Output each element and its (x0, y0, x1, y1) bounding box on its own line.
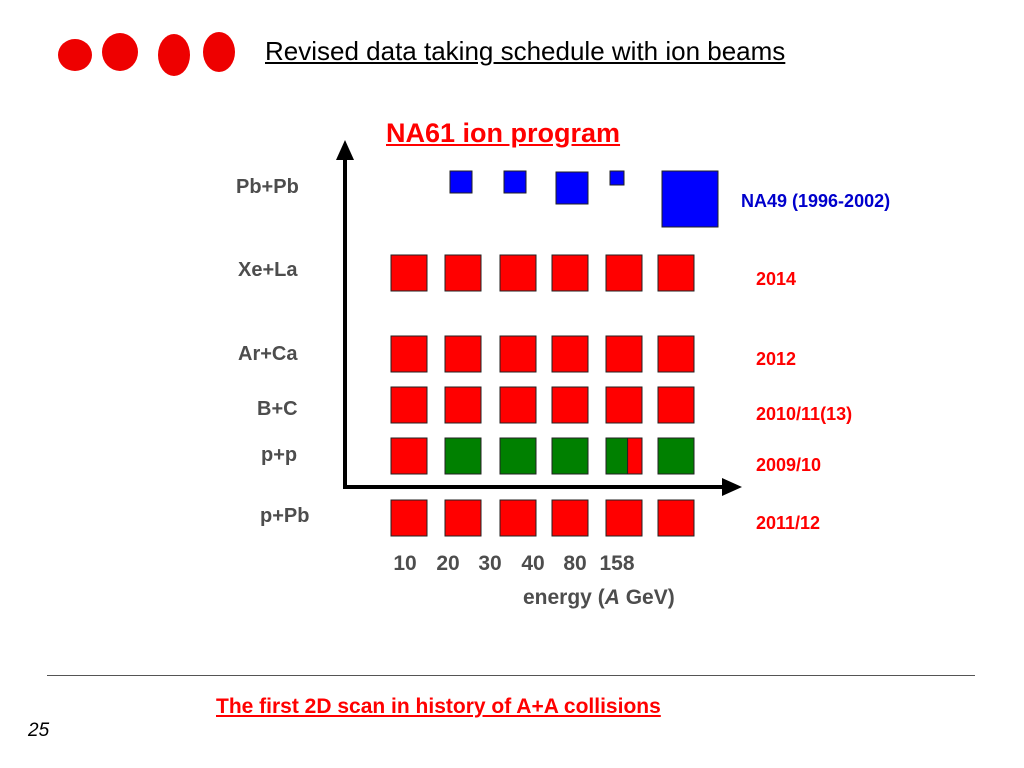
logo-dot (102, 33, 138, 71)
data-square-pp (390, 437, 428, 475)
energy-tick: 20 (436, 552, 460, 575)
energy-tick: 40 (521, 552, 545, 575)
data-square-xela (444, 254, 482, 292)
logo-dot (158, 34, 190, 76)
data-square-arca (444, 335, 482, 373)
data-square-pp (499, 437, 537, 475)
row-label-pbpb: Pb+Pb (236, 176, 299, 198)
data-square-ppb (390, 499, 428, 537)
data-square-pbpb (661, 170, 719, 228)
data-square-pp (627, 437, 643, 475)
data-square-xela (551, 254, 589, 292)
chart-marks (390, 170, 719, 537)
data-square-bc (551, 386, 589, 424)
page-number: 25 (28, 720, 50, 741)
x-axis-label-var: A (604, 586, 620, 609)
data-square-bc (499, 386, 537, 424)
data-square-ppb (444, 499, 482, 537)
data-square-xela (657, 254, 695, 292)
data-square-bc (390, 386, 428, 424)
data-square-pp (444, 437, 482, 475)
data-square-xela (605, 254, 643, 292)
year-label-arca: 2012 (756, 349, 797, 369)
x-axis-arrow (722, 478, 742, 496)
data-square-pbpb (503, 170, 527, 194)
data-square-ppb (499, 499, 537, 537)
year-label-ppb: 2011/12 (756, 513, 821, 533)
data-square-arca (605, 335, 643, 373)
energy-tick: 80 (563, 552, 587, 575)
row-label-ppb: p+Pb (260, 505, 310, 527)
axes (336, 140, 742, 496)
data-square-xela (499, 254, 537, 292)
data-square-ppb (605, 499, 643, 537)
row-label-bc: B+C (257, 398, 298, 420)
year-label-pp: 2009/10 (756, 455, 822, 475)
logo (58, 32, 235, 76)
data-square-bc (657, 386, 695, 424)
logo-dot (203, 32, 235, 72)
chart-title: NA61 ion program (386, 118, 621, 148)
data-square-ppb (551, 499, 589, 537)
data-square-pbpb (609, 170, 625, 186)
bottom-caption: The first 2D scan in history of A+A coll… (216, 695, 661, 718)
data-square-bc (605, 386, 643, 424)
year-label-na49: NA49 (1996-2002) (741, 191, 891, 211)
divider (47, 675, 975, 676)
year-label-xela: 2014 (756, 269, 797, 289)
data-square-xela (390, 254, 428, 292)
data-square-arca (499, 335, 537, 373)
x-axis-label: energy (A GeV) (523, 586, 675, 610)
data-square-arca (390, 335, 428, 373)
energy-tick: 30 (478, 552, 502, 575)
energy-tick: 10 (393, 552, 417, 575)
row-label-arca: Ar+Ca (238, 343, 298, 365)
slide-title: Revised data taking schedule with ion be… (265, 36, 786, 66)
data-square-bc (444, 386, 482, 424)
data-square-arca (657, 335, 695, 373)
data-square-pp (605, 437, 629, 475)
energy-tick: 158 (599, 552, 635, 575)
row-label-pp: p+p (261, 444, 298, 466)
data-square-pp (657, 437, 695, 475)
data-square-pbpb (449, 170, 473, 194)
y-axis-arrow (336, 140, 354, 160)
year-label-bc: 2010/11(13) (756, 404, 853, 424)
data-square-arca (551, 335, 589, 373)
row-label-xela: Xe+La (238, 259, 298, 281)
data-square-pp (551, 437, 589, 475)
data-square-pbpb (555, 171, 589, 205)
data-square-ppb (657, 499, 695, 537)
x-axis-label-prefix: energy ( (523, 586, 605, 609)
x-axis-label-suffix: GeV) (619, 586, 675, 609)
logo-dot (58, 39, 92, 71)
